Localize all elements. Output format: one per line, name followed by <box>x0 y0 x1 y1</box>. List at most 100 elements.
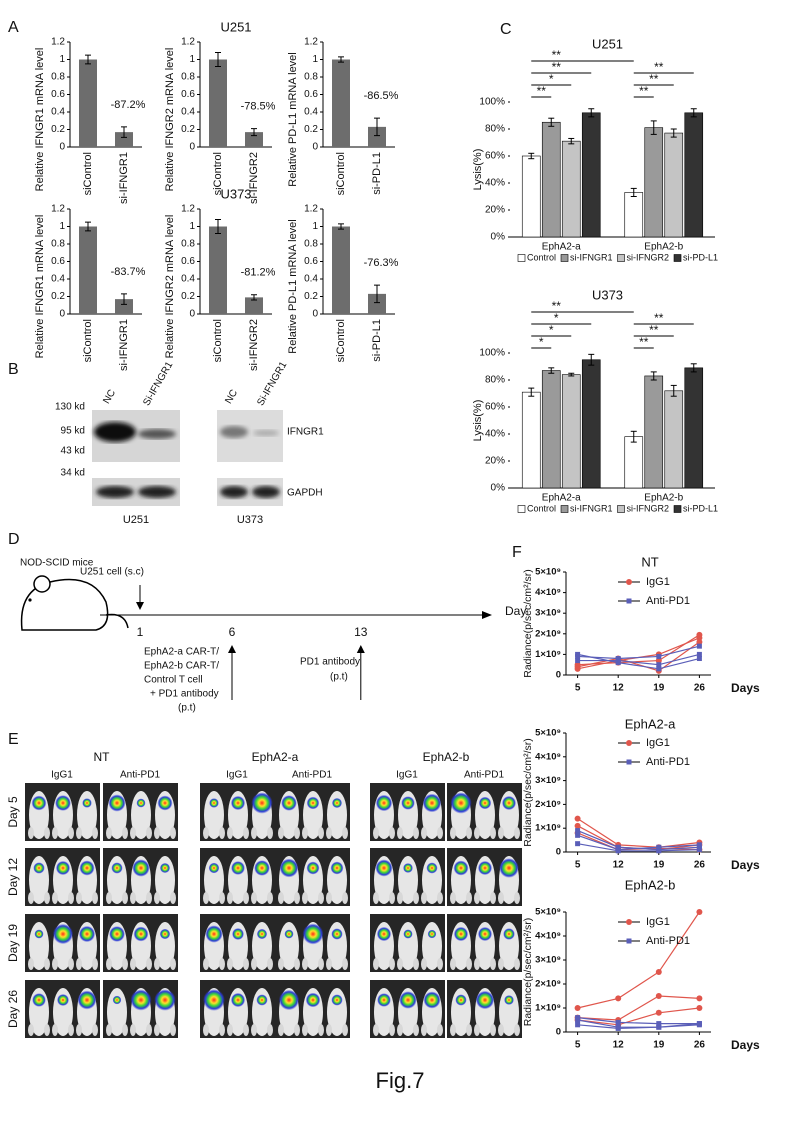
bar <box>541 121 561 238</box>
day-label: 6 <box>229 625 236 639</box>
signal <box>281 795 297 811</box>
y-tick-label: 3×10⁹ <box>535 955 561 966</box>
day-label: Day 12 <box>6 858 20 896</box>
mouse-leg <box>389 1024 395 1036</box>
arrow-head <box>356 645 365 653</box>
legend-marker <box>626 740 632 746</box>
signal <box>331 928 343 940</box>
y-tick-label: 0.6 <box>181 256 195 267</box>
treatment-text: + PD1 antibody <box>150 689 219 700</box>
signal <box>302 923 324 945</box>
mouse-leg <box>154 827 160 839</box>
x-tick-label: 12 <box>613 860 625 871</box>
point <box>655 1009 662 1016</box>
bar <box>521 391 541 489</box>
treatment-label: Anti-PD1 <box>120 770 160 781</box>
y-tick-label: 4×10⁹ <box>535 751 561 762</box>
y-tick-label: 100% <box>479 348 505 359</box>
signal <box>230 795 246 811</box>
legend-swatch <box>517 254 526 262</box>
y-tick-label: 5×10⁹ <box>535 728 561 739</box>
mw-marker: 130 kd <box>55 402 85 413</box>
point <box>696 1021 702 1027</box>
y-tick-label: 2×10⁹ <box>535 979 561 990</box>
mouse-leg <box>68 958 74 970</box>
timeline: NOD-SCID mice U251 cell (s.c) Day EphA2-… <box>20 558 526 714</box>
signal <box>475 990 495 1010</box>
y-tick-label: 0% <box>491 232 506 243</box>
mouse-leg <box>474 892 480 904</box>
signal <box>504 995 514 1005</box>
y-tick-label: 0.4 <box>304 274 318 285</box>
mouse-leg <box>122 892 128 904</box>
bar <box>79 59 97 147</box>
annotation: -83.7% <box>111 266 146 278</box>
signal <box>232 928 244 940</box>
mouse-leg <box>278 827 284 839</box>
mouse-leg <box>251 1024 257 1036</box>
bar <box>115 132 133 147</box>
mouse-leg <box>413 958 419 970</box>
mouse <box>131 791 151 839</box>
mouse-leg <box>122 958 128 970</box>
mouse-leg <box>203 827 209 839</box>
mouse-leg <box>450 1024 456 1036</box>
mouse-leg <box>227 892 233 904</box>
signal <box>401 796 415 810</box>
point <box>696 909 703 915</box>
x-tick-label: si-IFNGR1 <box>118 152 130 204</box>
significance-label: * <box>549 323 554 337</box>
mouse-leg <box>294 892 300 904</box>
x-axis-label: Days <box>731 1038 760 1052</box>
mouse-leg <box>294 958 300 970</box>
signal <box>230 992 246 1008</box>
treatment-text: (p.t) <box>178 703 196 714</box>
legend-label: Anti-PD1 <box>646 935 690 947</box>
y-axis-label: Radiance(p/sec/cm²/sr) <box>522 738 534 847</box>
legend-marker <box>626 759 632 765</box>
mouse-leg <box>342 827 348 839</box>
mouse-leg <box>318 1024 324 1036</box>
mouse-leg <box>219 827 225 839</box>
y-tick-label: 0.4 <box>181 274 195 285</box>
mouse-leg <box>514 827 520 839</box>
treatment-label: IgG1 <box>51 770 73 781</box>
x-tick-label: 19 <box>653 860 665 871</box>
mouse-leg <box>219 892 225 904</box>
day-label: 13 <box>354 625 368 639</box>
significance-label: ** <box>639 335 649 349</box>
point <box>575 1017 581 1023</box>
x-tick-label: EphA2-b <box>644 242 683 253</box>
mouse <box>107 988 127 1036</box>
y-tick-label: 1 <box>312 221 318 232</box>
mouse-leg <box>92 958 98 970</box>
mouse <box>29 922 49 970</box>
mouse-leg <box>92 1024 98 1036</box>
mouse-leg <box>203 958 209 970</box>
signal <box>306 796 320 810</box>
signal <box>453 926 469 942</box>
mouse-leg <box>466 827 472 839</box>
series-line <box>577 843 700 852</box>
legend-label: si-PD-L1 <box>683 503 718 513</box>
x-tick-label: EphA2-b <box>644 493 683 504</box>
bar <box>541 370 561 489</box>
signal <box>503 928 515 940</box>
chart-title: EphA2-a <box>625 716 676 731</box>
point <box>615 660 621 666</box>
mouse-leg <box>52 892 58 904</box>
point <box>655 969 662 975</box>
mouse-leg <box>267 892 273 904</box>
x-tick-label: siControl <box>212 319 224 362</box>
bar <box>624 192 644 238</box>
mouse-leg <box>130 1024 136 1036</box>
x-tick-label: si-IFNGR1 <box>118 319 130 371</box>
mouse-leg <box>498 1024 504 1036</box>
mouse-leg <box>92 827 98 839</box>
mouse-leg <box>243 1024 249 1036</box>
mouse-leg <box>421 892 427 904</box>
point <box>696 639 703 646</box>
y-axis-label: Lysis(%) <box>472 149 484 191</box>
y-tick-label: 2×10⁹ <box>535 628 561 639</box>
signal <box>205 925 223 943</box>
